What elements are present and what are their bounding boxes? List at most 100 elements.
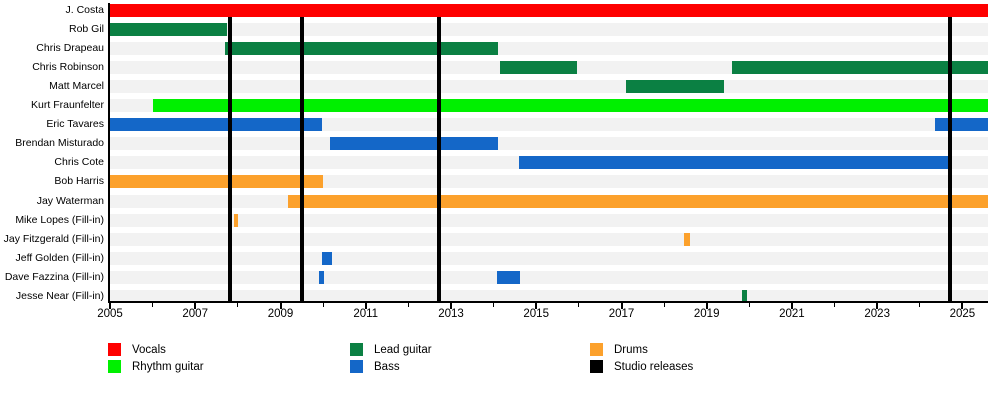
member-bar: [732, 61, 988, 74]
x-minor-tick: [152, 303, 154, 307]
vocals-swatch-icon: [108, 343, 121, 356]
member-bar: [500, 61, 577, 74]
x-tick-label: 2013: [438, 308, 464, 320]
drums-swatch-icon: [590, 343, 603, 356]
member-bar: [110, 23, 227, 36]
legend-label: Vocals: [132, 343, 166, 356]
studio-release-line: [948, 17, 953, 303]
member-bar: [110, 175, 324, 188]
x-tick-label: 2021: [779, 308, 805, 320]
member-bar: [741, 290, 747, 303]
member-label: Jay Fitzgerald (Fill-in): [3, 233, 104, 245]
x-tick-label: 2019: [693, 308, 720, 320]
member-bar: [152, 99, 988, 112]
member-bar: [225, 42, 498, 55]
member-bar: [496, 271, 521, 284]
member-label: Matt Marcel: [49, 80, 104, 92]
row-band: [110, 214, 988, 227]
x-minor-tick: [748, 303, 750, 307]
member-label: Jeff Golden (Fill-in): [15, 252, 104, 264]
row-band: [110, 175, 988, 188]
member-label: Chris Cote: [54, 156, 104, 168]
member-label: Chris Robinson: [32, 61, 104, 73]
legend-item-rhythm_guitar: Rhythm guitar: [108, 360, 204, 373]
rhythm_guitar-swatch-icon: [108, 360, 121, 373]
row-band: [110, 80, 988, 93]
x-minor-tick: [237, 303, 239, 307]
x-major-tick: [961, 303, 964, 309]
member-bar: [684, 233, 691, 246]
x-major-tick: [279, 303, 282, 309]
legend-item-drums: Drums: [590, 343, 648, 356]
x-tick-label: 2009: [267, 308, 294, 320]
studio-release-line: [299, 17, 304, 303]
x-tick-label: 2005: [97, 308, 123, 320]
member-bar: [318, 271, 324, 284]
x-minor-tick: [322, 303, 324, 307]
member-label: Brendan Misturado: [15, 137, 104, 149]
x-axis-line: [108, 301, 988, 303]
x-major-tick: [705, 303, 708, 309]
studio_releases-swatch-icon: [590, 360, 603, 373]
row-band: [110, 137, 988, 150]
member-label: Eric Tavares: [46, 118, 104, 130]
row-band: [110, 233, 988, 246]
member-label: Jesse Near (Fill-in): [15, 290, 104, 302]
member-label: J. Costa: [65, 4, 104, 16]
y-axis-line: [108, 3, 110, 303]
member-bar: [934, 118, 988, 131]
row-band: [110, 23, 988, 36]
x-major-tick: [790, 303, 793, 309]
x-tick-label: 2011: [353, 308, 379, 320]
legend-item-bass: Bass: [350, 360, 400, 373]
row-band: [110, 252, 988, 265]
bass-swatch-icon: [350, 360, 363, 373]
x-major-tick: [620, 303, 623, 309]
member-bar: [287, 195, 988, 208]
row-band: [110, 271, 988, 284]
legend-item-lead_guitar: Lead guitar: [350, 343, 432, 356]
member-bar: [625, 80, 724, 93]
legend-label: Bass: [374, 360, 400, 373]
member-bar: [321, 252, 332, 265]
member-bar: [519, 156, 950, 169]
legend-label: Drums: [614, 343, 648, 356]
member-label: Chris Drapeau: [36, 42, 104, 54]
member-label: Rob Gil: [68, 23, 104, 35]
member-label: Mike Lopes (Fill-in): [15, 214, 104, 226]
x-major-tick: [194, 303, 197, 309]
member-label: Jay Waterman: [36, 195, 104, 207]
x-minor-tick: [493, 303, 495, 307]
x-minor-tick: [407, 303, 409, 307]
x-tick-label: 2015: [523, 308, 549, 320]
x-major-tick: [876, 303, 879, 309]
row-band: [110, 118, 988, 131]
member-label: Dave Fazzina (Fill-in): [4, 271, 104, 283]
studio-release-line: [437, 17, 441, 303]
member-bar: [233, 214, 238, 227]
x-tick-label: 2025: [949, 308, 976, 320]
x-major-tick: [535, 303, 538, 309]
x-major-tick: [109, 303, 111, 309]
member-label: Kurt Fraunfelter: [31, 99, 104, 111]
row-band: [110, 290, 988, 303]
member-label: Bob Harris: [54, 175, 104, 187]
member-bar: [110, 4, 988, 17]
legend-item-vocals: Vocals: [108, 343, 166, 356]
legend-label: Rhythm guitar: [132, 360, 204, 373]
x-major-tick: [364, 303, 367, 309]
studio-release-line: [228, 17, 233, 303]
x-minor-tick: [919, 303, 921, 307]
x-tick-label: 2017: [608, 308, 635, 320]
x-minor-tick: [578, 303, 580, 307]
x-minor-tick: [834, 303, 836, 307]
x-tick-label: 2007: [182, 308, 208, 320]
member-bar: [110, 118, 322, 131]
lead_guitar-swatch-icon: [350, 343, 363, 356]
x-tick-label: 2023: [864, 308, 890, 320]
x-major-tick: [450, 303, 452, 309]
x-minor-tick: [663, 303, 665, 307]
legend-label: Studio releases: [614, 360, 694, 373]
legend-label: Lead guitar: [374, 343, 432, 356]
